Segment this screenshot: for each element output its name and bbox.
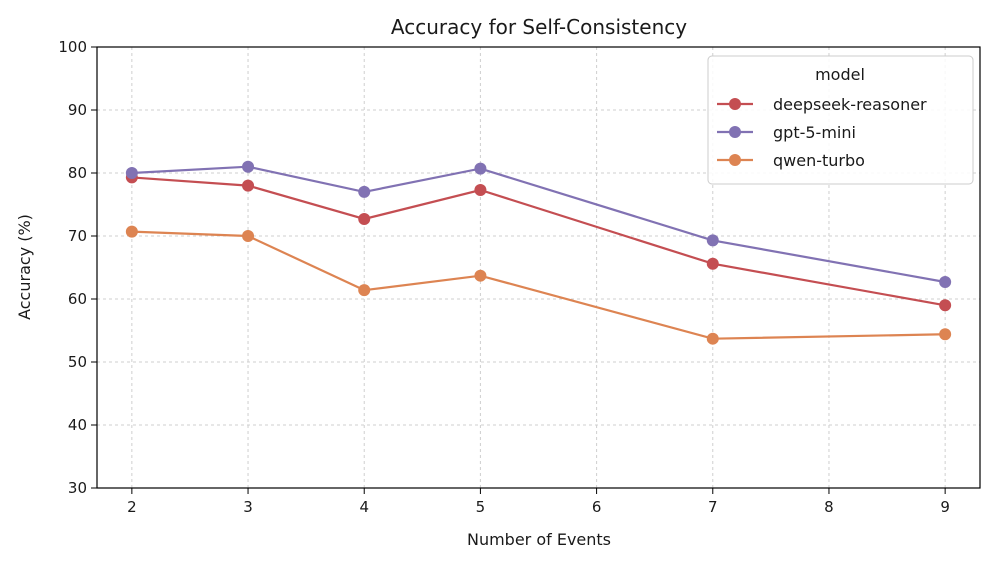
chart-title: Accuracy for Self-Consistency — [391, 15, 687, 39]
legend-item: deepseek-reasoner — [717, 95, 927, 114]
legend-item: qwen-turbo — [717, 151, 865, 170]
x-tick-label: 7 — [708, 498, 718, 516]
legend-label: qwen-turbo — [773, 151, 865, 170]
x-axis-title: Number of Events — [467, 530, 611, 549]
ticks-layer: 2 3 4 5 6 7 8 9 30 40 50 60 70 80 90 100 — [58, 38, 950, 516]
legend-marker — [729, 126, 741, 138]
series-deepseek-reasoner — [125, 171, 952, 312]
y-tick-label: 70 — [68, 227, 87, 245]
data-point — [939, 328, 952, 341]
data-point — [474, 162, 487, 175]
data-point — [939, 299, 952, 312]
data-point — [358, 185, 371, 198]
legend: model deepseek-reasoner gpt-5-mini qwen-tu… — [707, 55, 974, 185]
y-tick-label: 100 — [58, 38, 87, 56]
x-tick-label: 8 — [824, 498, 834, 516]
series-line — [131, 165, 946, 284]
data-point — [125, 225, 138, 238]
y-tick-label: 90 — [68, 101, 87, 119]
legend-marker — [729, 98, 741, 110]
x-tick-label: 3 — [243, 498, 253, 516]
data-point — [125, 167, 138, 179]
legend-item: gpt-5-mini — [717, 123, 856, 142]
series-gpt-5-mini — [125, 160, 952, 288]
legend-box — [707, 55, 974, 185]
data-point — [242, 230, 255, 242]
x-tick-label: 9 — [940, 498, 950, 516]
y-tick-label: 40 — [68, 416, 87, 434]
legend-marker — [729, 154, 741, 166]
x-tick-label: 2 — [127, 498, 137, 516]
series-line — [131, 176, 946, 307]
data-point — [358, 212, 371, 225]
x-tick-label: 5 — [476, 498, 486, 516]
series-line — [131, 230, 946, 340]
data-point — [706, 332, 719, 345]
legend-label: deepseek-reasoner — [773, 95, 927, 114]
legend-label: gpt-5-mini — [773, 123, 856, 142]
data-point — [474, 269, 487, 282]
data-point — [939, 275, 952, 288]
series-layer — [125, 160, 952, 345]
x-tick-label: 4 — [359, 498, 369, 516]
plot-area-frame — [96, 46, 981, 489]
data-point — [242, 160, 255, 173]
data-point — [242, 179, 255, 192]
y-tick-label: 80 — [68, 164, 87, 182]
legend-title: model — [815, 65, 865, 84]
data-point — [706, 234, 719, 247]
data-point — [474, 184, 487, 197]
data-point — [706, 257, 719, 270]
y-tick-label: 30 — [68, 479, 87, 497]
y-axis-title: Accuracy (%) — [15, 214, 34, 320]
y-tick-label: 50 — [68, 353, 87, 371]
x-tick-label: 6 — [592, 498, 602, 516]
series-qwen-turbo — [125, 225, 952, 345]
data-point — [358, 284, 371, 297]
y-tick-label: 60 — [68, 290, 87, 308]
